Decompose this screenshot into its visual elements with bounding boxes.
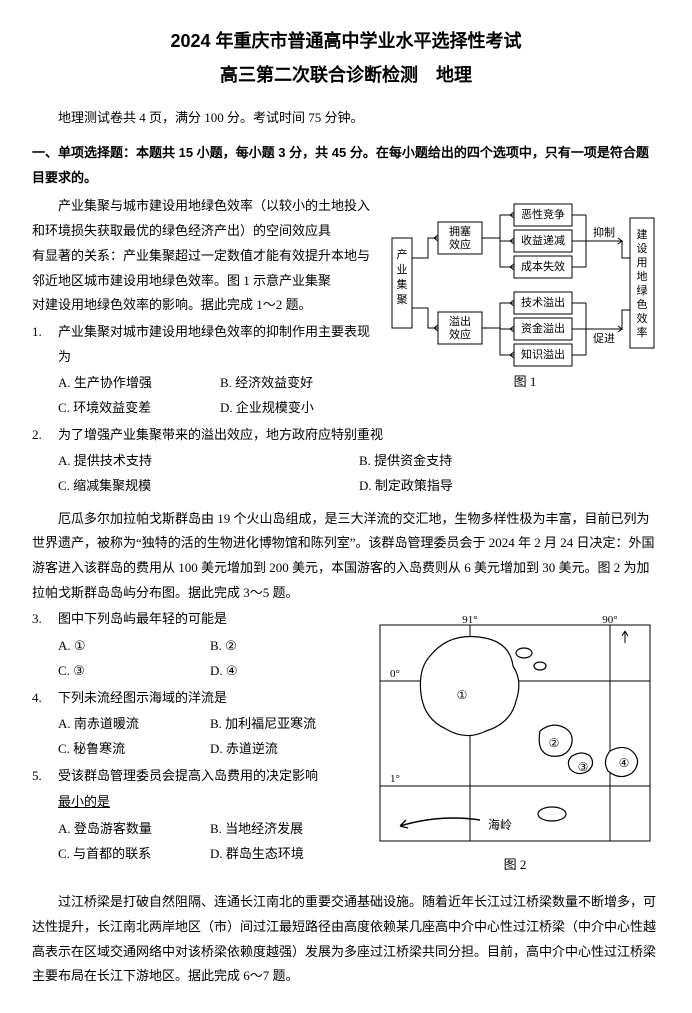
svg-text:设: 设 xyxy=(637,242,648,255)
svg-text:效: 效 xyxy=(637,311,648,325)
q5-opt-b: B. 当地经济发展 xyxy=(210,817,362,842)
figure-1-caption: 图 1 xyxy=(390,370,660,395)
q5-opt-c: C. 与首都的联系 xyxy=(58,842,210,867)
q1-opt-a: A. 生产协作增强 xyxy=(58,371,220,396)
title-line-2: 高三第二次联合诊断检测 地理 xyxy=(32,58,660,92)
svg-text:集: 集 xyxy=(397,277,408,291)
q1-opt-b: B. 经济效益变好 xyxy=(220,371,382,396)
fig2-ridge-label: 海岭 xyxy=(488,817,512,832)
question-2-num: 2. xyxy=(32,423,58,448)
question-1-num: 1. xyxy=(32,320,58,345)
q2-opt-b: B. 提供资金支持 xyxy=(359,449,660,474)
question-5-text-2: 最小的是 xyxy=(58,790,362,815)
figure-2-caption: 图 2 xyxy=(370,853,660,878)
fig1-node-tech: 技术溢出 xyxy=(521,295,565,309)
fig1-label-promote: 促进 xyxy=(593,331,615,345)
fig1-node-competition: 恶性竞争 xyxy=(521,207,565,221)
q4-opt-d: D. 赤道逆流 xyxy=(210,737,362,762)
q3-opt-d: D. ④ xyxy=(210,659,362,684)
q4-opt-b: B. 加利福尼亚寒流 xyxy=(210,712,362,737)
question-2: 2. 为了增强产业集聚带来的溢出效应，地方政府应特别重视 xyxy=(32,423,660,448)
q2-opt-d: D. 制定政策指导 xyxy=(359,474,660,499)
svg-text:用: 用 xyxy=(637,257,648,269)
svg-text:建: 建 xyxy=(637,227,648,241)
fig2-lon-91: 91° xyxy=(462,614,477,626)
fig1-node-spill: 溢出 xyxy=(449,314,471,328)
question-group-2: 91° 90° 0° 1° ① ② ③ ④ xyxy=(32,607,660,882)
fig1-node-knowledge: 知识溢出 xyxy=(521,347,565,361)
fig1-node-income: 收益递减 xyxy=(521,233,565,247)
q1-opt-c: C. 环境效益变差 xyxy=(58,396,220,421)
fig2-mark-4: ④ xyxy=(619,756,630,770)
q3-opt-a: A. ① xyxy=(58,634,210,659)
question-5: 5. 受该群岛管理委员会提高入岛费用的决定影响 xyxy=(32,764,362,789)
q3-opt-b: B. ② xyxy=(210,634,362,659)
q5-opt-a: A. 登岛游客数量 xyxy=(58,817,210,842)
svg-text:效应: 效应 xyxy=(449,237,471,251)
q5-opt-d: D. 群岛生态环境 xyxy=(210,842,362,867)
q1-opt-d: D. 企业规模变小 xyxy=(220,396,382,421)
fig2-mark-1: ① xyxy=(457,688,468,702)
question-2-text: 为了增强产业集聚带来的溢出效应，地方政府应特别重视 xyxy=(58,423,660,448)
svg-text:效应: 效应 xyxy=(449,327,471,341)
svg-text:绿: 绿 xyxy=(637,283,648,297)
figure-1: 产 业 集 聚 拥塞 效应 溢出 效应 恶性竞争 收益递减 成本失效 技术溢出 … xyxy=(390,198,660,395)
fig1-node-cost: 成本失效 xyxy=(521,259,565,273)
intro-3: 过江桥梁是打破自然阻隔、连通长江南北的重要交通基础设施。随着近年长江过江桥梁数量… xyxy=(32,890,660,989)
fig2-mark-2: ② xyxy=(549,736,560,750)
fig2-lat-0: 0° xyxy=(390,668,400,680)
title-line-1: 2024 年重庆市普通高中学业水平选择性考试 xyxy=(32,24,660,58)
fig1-label-suppress: 抑制 xyxy=(593,225,615,239)
svg-text:业: 业 xyxy=(397,263,408,276)
fig1-node-crowd: 拥塞 xyxy=(449,224,471,238)
svg-text:色: 色 xyxy=(637,297,648,311)
svg-text:地: 地 xyxy=(637,270,648,283)
fig2-mark-3: ③ xyxy=(578,760,589,774)
fig1-node-fund: 资金溢出 xyxy=(521,321,565,335)
svg-text:聚: 聚 xyxy=(397,293,408,306)
figure-2: 91° 90° 0° 1° ① ② ③ ④ xyxy=(370,611,660,878)
q4-opt-a: A. 南赤道暖流 xyxy=(58,712,210,737)
q2-opt-a: A. 提供技术支持 xyxy=(58,449,359,474)
fig2-lat-1: 1° xyxy=(390,773,400,785)
q2-opt-c: C. 缩减集聚规模 xyxy=(58,474,359,499)
q3-opt-c: C. ③ xyxy=(58,659,210,684)
svg-text:率: 率 xyxy=(637,325,648,339)
question-1: 1. 产业集聚对城市建设用地绿色效率的抑制作用主要表现为 xyxy=(32,320,382,369)
section-1-heading: 一、单项选择题：本题共 15 小题，每小题 3 分，共 45 分。在每小题给出的… xyxy=(32,141,660,190)
intro-2: 厄瓜多尔加拉帕戈斯群岛由 19 个火山岛组成，是三大洋流的交汇地，生物多样性极为… xyxy=(32,507,660,606)
question-4: 4. 下列未流经图示海域的洋流是 xyxy=(32,686,362,711)
exam-meta: 地理测试卷共 4 页，满分 100 分。考试时间 75 分钟。 xyxy=(32,106,660,131)
fig1-node-industry: 产 xyxy=(397,247,408,261)
q4-opt-c: C. 秘鲁寒流 xyxy=(58,737,210,762)
question-1-options: A. 生产协作增强 B. 经济效益变好 xyxy=(58,371,382,396)
fig2-lon-90: 90° xyxy=(602,614,617,626)
question-3: 3. 图中下列岛屿最年轻的可能是 xyxy=(32,607,362,632)
question-1-text: 产业集聚对城市建设用地绿色效率的抑制作用主要表现为 xyxy=(58,320,382,369)
question-group-1: 产 业 集 聚 拥塞 效应 溢出 效应 恶性竞争 收益递减 成本失效 技术溢出 … xyxy=(32,194,660,498)
